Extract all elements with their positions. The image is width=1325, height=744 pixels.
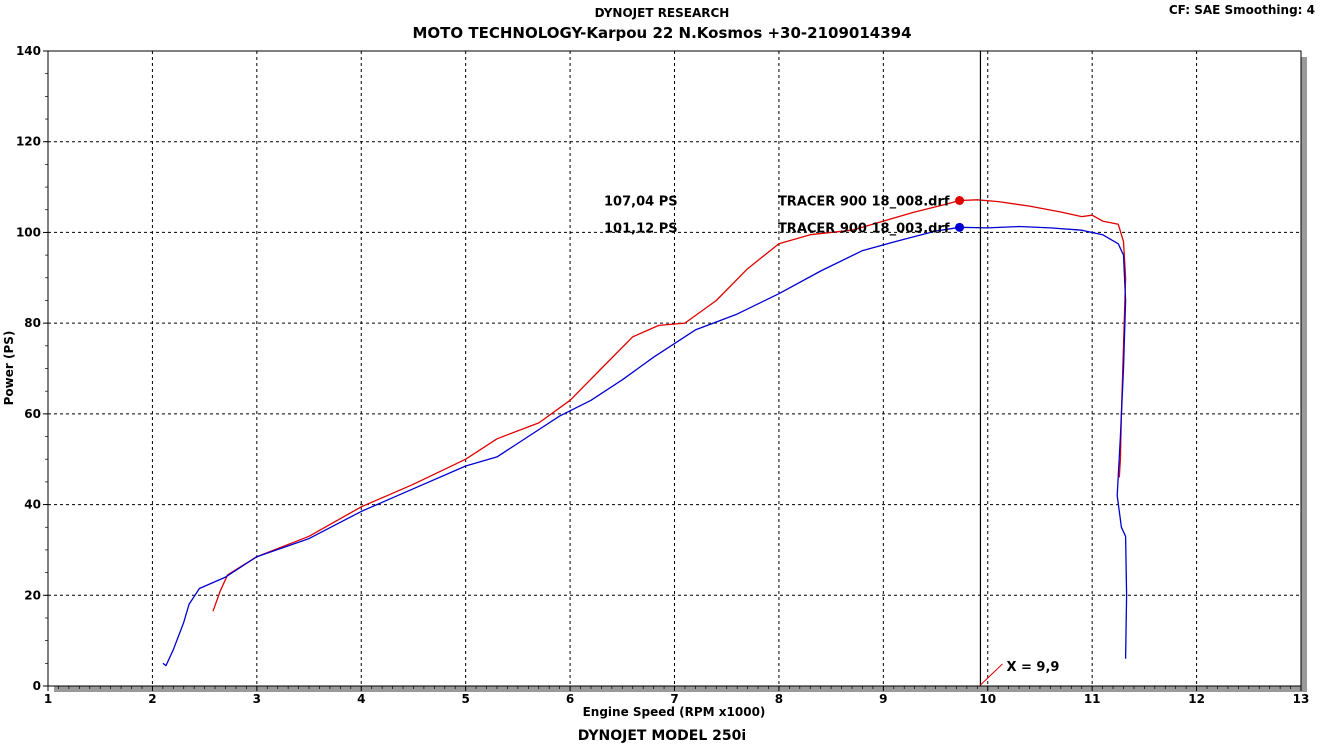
y-tick-labels: 0 20 40 60 80 100 120 140 (16, 44, 41, 693)
series-name-label: TRACER 900 18_008.drf (778, 194, 950, 209)
x-tick-label: 5 (461, 692, 469, 706)
x-tick-label: 11 (1084, 692, 1101, 706)
x-tick-label: 10 (979, 692, 996, 706)
y-tick-label: 0 (33, 679, 41, 693)
series-line-1 (212, 199, 1127, 612)
brand-title: DYNOJET RESEARCH (595, 6, 730, 20)
series-labels: 107,04 PS TRACER 900 18_008.drf 101,12 PS T… (604, 194, 965, 236)
y-tick-label: 60 (24, 407, 41, 421)
plot-area (47, 50, 1302, 687)
cf-smoothing-label: CF: SAE Smoothing: 4 (1169, 3, 1315, 17)
x-tick-label: 12 (1188, 692, 1205, 706)
x-tick-label: 1 (44, 692, 52, 706)
x-tick-label: 3 (253, 692, 261, 706)
x-tick-labels: 1 2 3 4 5 6 7 8 9 10 11 12 13 (44, 692, 1310, 706)
x-tick-label: 4 (357, 692, 365, 706)
y-tick-label: 40 (24, 498, 41, 512)
cursor-leader (980, 663, 1003, 686)
series-line-2 (162, 225, 1128, 667)
series-peak-label: 107,04 PS (604, 194, 678, 209)
series-name-label: TRACER 900 18_003.drf (778, 221, 950, 236)
y-tick-label: 120 (16, 135, 41, 149)
x-axis-title: Engine Speed (RPM x1000) (583, 705, 766, 719)
cursor: X = 9,9 (979, 51, 1059, 686)
x-tick-label: 6 (566, 692, 574, 706)
y-tick-label: 140 (16, 44, 41, 58)
x-tick-label: 2 (148, 692, 156, 706)
cursor-label: X = 9,9 (1006, 660, 1059, 675)
x-tick-label: 7 (670, 692, 678, 706)
x-tick-label: 8 (775, 692, 783, 706)
series-lines (162, 199, 1128, 667)
page-title: MOTO TECHNOLOGY-Karpou 22 N.Kosmos +30-2… (412, 24, 911, 42)
series-marker (955, 195, 965, 205)
axis-ticks (43, 50, 1302, 691)
y-tick-label: 20 (24, 588, 41, 602)
y-tick-label: 100 (16, 225, 41, 239)
y-axis-title: Power (PS) (2, 331, 16, 406)
series-marker (955, 222, 965, 232)
series-peak-label: 101,12 PS (604, 221, 678, 236)
y-tick-label: 80 (24, 316, 41, 330)
x-tick-label: 13 (1293, 692, 1310, 706)
footer-model: DYNOJET MODEL 250i (578, 728, 746, 744)
x-tick-label: 9 (879, 692, 887, 706)
